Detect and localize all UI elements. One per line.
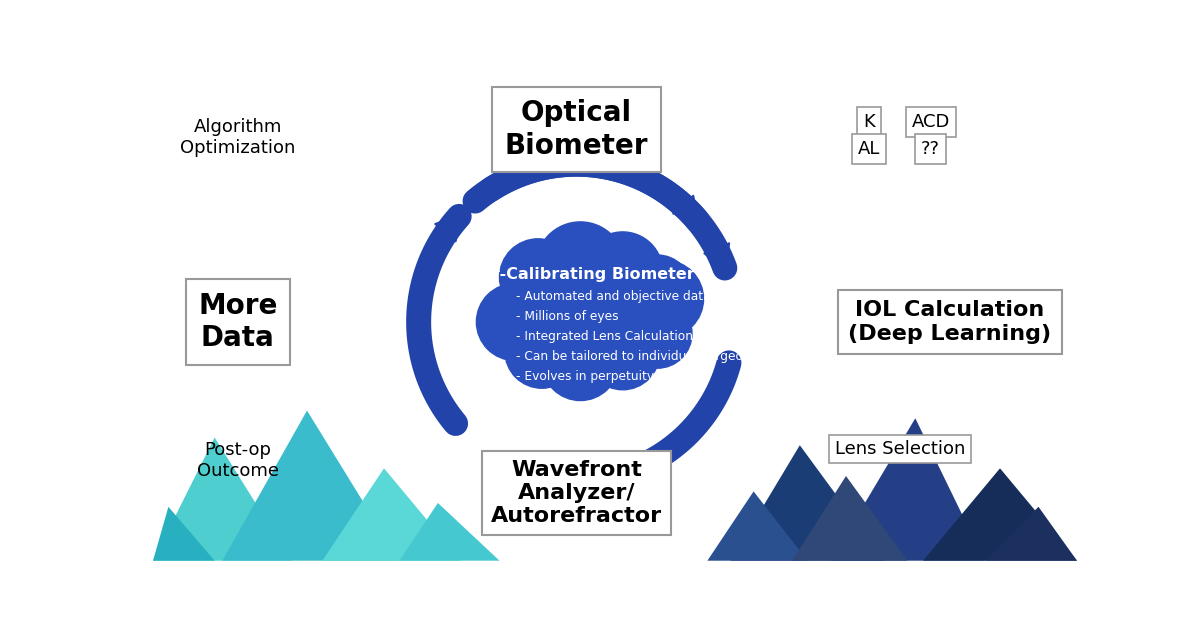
Circle shape <box>505 314 578 388</box>
Circle shape <box>623 255 692 324</box>
Circle shape <box>584 268 677 360</box>
Polygon shape <box>731 445 884 561</box>
Text: More
Data: More Data <box>198 292 277 352</box>
Text: K: K <box>863 113 875 131</box>
Circle shape <box>538 256 638 357</box>
Polygon shape <box>400 503 499 561</box>
Circle shape <box>499 239 576 316</box>
Polygon shape <box>830 418 985 561</box>
Circle shape <box>626 260 703 338</box>
Polygon shape <box>673 195 700 223</box>
Circle shape <box>499 264 592 357</box>
Circle shape <box>514 260 624 371</box>
Circle shape <box>554 271 660 376</box>
Text: ??: ?? <box>922 140 941 158</box>
Circle shape <box>583 232 662 312</box>
Polygon shape <box>704 243 730 271</box>
Text: Optical
Biometer: Optical Biometer <box>505 100 648 159</box>
Polygon shape <box>323 468 461 561</box>
Polygon shape <box>222 411 400 561</box>
Circle shape <box>535 222 625 311</box>
Text: ACD: ACD <box>912 113 950 131</box>
Text: - Automated and objective data
- Millions of eyes
- Integrated Lens Calculations: - Automated and objective data - Million… <box>516 290 751 382</box>
Polygon shape <box>985 507 1078 561</box>
Text: Post-op
Outcome: Post-op Outcome <box>197 441 278 480</box>
Circle shape <box>623 299 692 368</box>
Polygon shape <box>434 214 461 242</box>
Text: AL: AL <box>858 140 881 158</box>
Polygon shape <box>923 468 1078 561</box>
Circle shape <box>586 316 660 390</box>
Text: Algorithm
Optimization: Algorithm Optimization <box>180 118 295 157</box>
Text: IOL Calculation
(Deep Learning): IOL Calculation (Deep Learning) <box>848 301 1051 343</box>
Polygon shape <box>708 491 808 561</box>
Polygon shape <box>506 461 535 486</box>
Polygon shape <box>792 476 907 561</box>
Circle shape <box>476 284 553 360</box>
Polygon shape <box>154 507 215 561</box>
Text: Lens Selection: Lens Selection <box>835 440 965 458</box>
Polygon shape <box>154 437 292 561</box>
Text: Self-Calibrating Biometer: Self-Calibrating Biometer <box>466 266 695 282</box>
Text: Wavefront
Analyzer/
Autorefractor: Wavefront Analyzer/ Autorefractor <box>491 460 662 526</box>
Circle shape <box>542 324 619 401</box>
